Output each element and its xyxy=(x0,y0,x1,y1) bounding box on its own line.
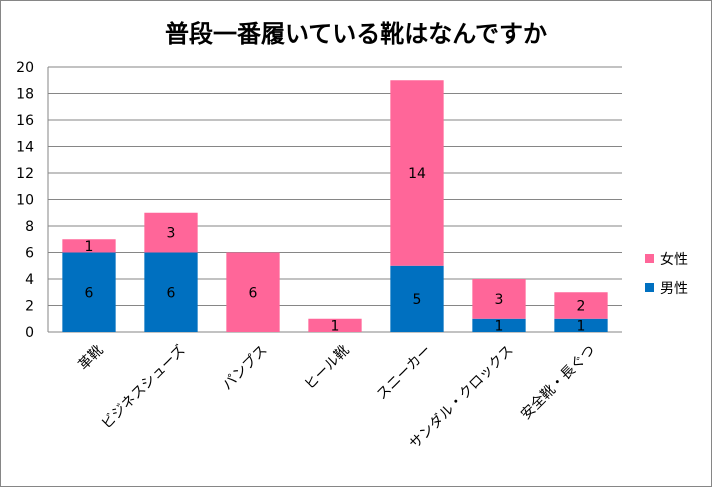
x-tick-label: スニーカー xyxy=(374,342,435,403)
bar-segment xyxy=(62,252,116,332)
data-label: 1 xyxy=(577,318,586,334)
chart-title: 普段一番履いている靴はなんですか xyxy=(164,20,548,48)
data-label: 1 xyxy=(85,239,94,255)
data-label: 1 xyxy=(331,318,340,334)
bar-segment xyxy=(226,252,280,332)
legend-label: 女性 xyxy=(660,251,688,268)
x-tick-label: ビジネスシューズ xyxy=(99,342,189,432)
y-tick-label: 20 xyxy=(16,60,34,76)
data-label: 6 xyxy=(167,285,176,301)
data-label: 5 xyxy=(413,292,422,308)
data-label: 2 xyxy=(577,299,586,315)
y-axis-labels: 0 2 4 6 8 10 12 14 16 18 20 xyxy=(16,60,34,341)
legend-label: 男性 xyxy=(660,280,688,297)
data-label: 14 xyxy=(408,166,426,182)
bar-segment xyxy=(390,80,444,266)
y-tick-label: 12 xyxy=(16,166,34,182)
data-label: 3 xyxy=(495,292,504,308)
bar-segment xyxy=(472,318,526,332)
y-tick-label: 4 xyxy=(25,272,34,288)
y-tick-label: 18 xyxy=(16,87,34,103)
x-tick-label: 安全靴・長ぐつ xyxy=(517,342,598,423)
y-tick-label: 2 xyxy=(25,299,34,315)
bar-segment xyxy=(390,265,444,332)
bars xyxy=(62,80,608,332)
gridlines xyxy=(47,66,622,333)
y-tick-label: 6 xyxy=(25,246,34,262)
legend-item: 女性 xyxy=(645,244,705,273)
x-tick-label: ヒール靴 xyxy=(302,342,353,393)
legend-item: 男性 xyxy=(645,273,705,302)
legend: 女性 男性 xyxy=(645,244,705,302)
y-tick-label: 16 xyxy=(16,113,34,129)
y-tick-label: 14 xyxy=(16,140,34,156)
y-tick-label: 10 xyxy=(16,193,34,209)
bar-labels: 6 1 6 3 6 1 5 14 1 3 1 2 xyxy=(85,166,586,334)
data-label: 3 xyxy=(167,226,176,242)
bar-segment xyxy=(308,318,362,332)
bar-segment xyxy=(554,318,608,332)
x-tick-label: パンプス xyxy=(220,342,271,393)
y-tick-label: 0 xyxy=(25,325,34,341)
bar-segment xyxy=(144,212,198,253)
bar-segment xyxy=(62,239,116,253)
bar-segment xyxy=(554,292,608,319)
data-label: 6 xyxy=(85,285,94,301)
data-label: 6 xyxy=(249,285,258,301)
legend-swatch xyxy=(645,283,654,292)
y-tick-label: 8 xyxy=(25,219,34,235)
x-tick-label: 革靴 xyxy=(75,342,106,373)
data-label: 1 xyxy=(495,318,504,334)
bar-segment xyxy=(472,279,526,319)
bar-segment xyxy=(144,252,198,332)
legend-swatch xyxy=(645,254,654,263)
